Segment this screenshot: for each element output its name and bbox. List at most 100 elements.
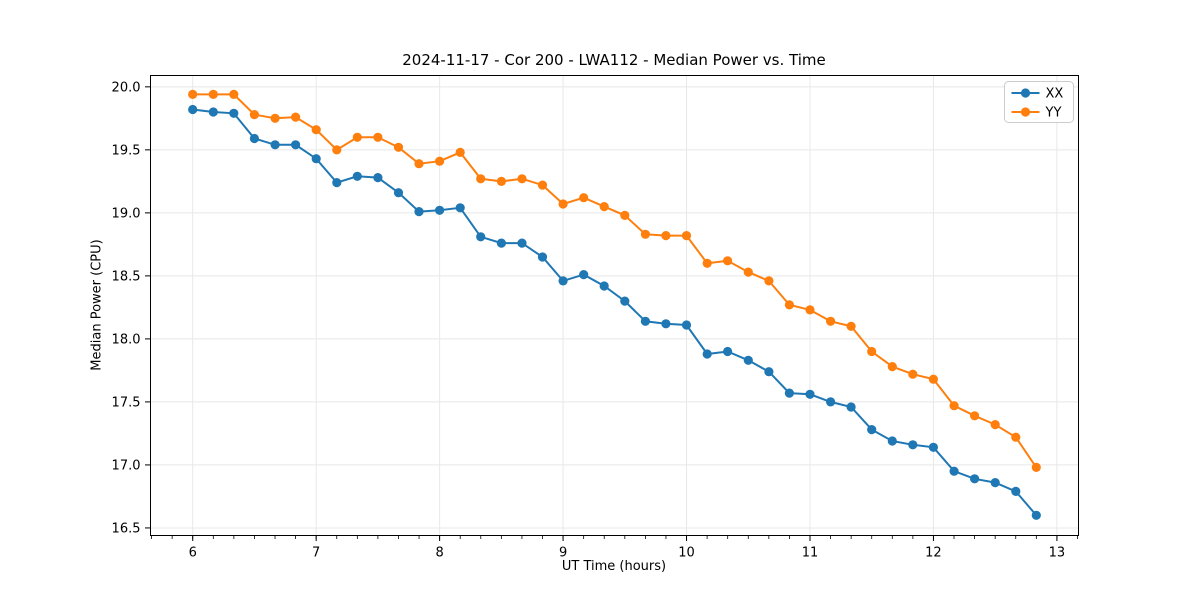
y-tick-label: 19.0 bbox=[112, 206, 141, 221]
x-tick-label: 11 bbox=[802, 546, 819, 561]
legend-label-xx: XX bbox=[1046, 87, 1064, 102]
legend-label-yy: YY bbox=[1045, 106, 1062, 121]
y-tick-label: 17.0 bbox=[112, 458, 141, 473]
data-point-xx bbox=[579, 270, 589, 280]
data-point-yy bbox=[517, 174, 527, 184]
data-point-xx bbox=[661, 319, 671, 329]
x-tick-label: 6 bbox=[189, 546, 197, 561]
data-point-xx bbox=[949, 466, 959, 476]
data-point-yy bbox=[805, 305, 815, 315]
data-point-yy bbox=[867, 346, 877, 357]
data-point-yy bbox=[949, 401, 959, 411]
data-point-yy bbox=[599, 202, 609, 212]
data-point-xx bbox=[188, 104, 198, 115]
data-point-yy bbox=[249, 110, 259, 120]
data-point-xx bbox=[352, 171, 362, 181]
x-tick-label: 8 bbox=[435, 546, 443, 561]
y-tick-label: 16.5 bbox=[112, 521, 141, 536]
data-point-yy bbox=[352, 132, 362, 142]
data-point-yy bbox=[1011, 432, 1021, 442]
y-tick-label: 17.5 bbox=[112, 395, 141, 410]
data-point-xx bbox=[291, 140, 301, 150]
data-point-yy bbox=[455, 147, 465, 157]
series-line-xx bbox=[192, 108, 1038, 516]
data-point-yy bbox=[743, 267, 753, 277]
data-point-xx bbox=[537, 252, 548, 262]
data-point-xx bbox=[1031, 510, 1041, 520]
y-tick-label: 18.5 bbox=[112, 269, 141, 284]
x-tick-label: 10 bbox=[678, 546, 695, 561]
y-tick-label: 19.5 bbox=[112, 143, 141, 158]
legend-marker-xx bbox=[1020, 88, 1031, 98]
data-point-xx bbox=[723, 346, 733, 357]
data-point-yy bbox=[990, 420, 1000, 430]
y-axis-label: Median Power (CPU) bbox=[89, 239, 105, 371]
data-point-xx bbox=[249, 133, 259, 144]
data-point-yy bbox=[1031, 462, 1041, 472]
data-point-xx bbox=[414, 207, 424, 217]
data-point-xx bbox=[558, 276, 568, 286]
data-point-yy bbox=[373, 132, 383, 142]
data-point-yy bbox=[270, 113, 280, 123]
chart-title: 2024-11-17 - Cor 200 - LWA112 - Median P… bbox=[402, 51, 826, 69]
data-point-xx bbox=[826, 397, 836, 407]
data-point-xx bbox=[928, 442, 939, 452]
data-point-xx bbox=[805, 389, 815, 399]
data-point-xx bbox=[393, 188, 404, 198]
data-point-xx bbox=[970, 474, 980, 484]
data-point-xx bbox=[908, 440, 918, 450]
data-point-yy bbox=[908, 369, 918, 379]
data-point-yy bbox=[188, 89, 198, 99]
data-point-yy bbox=[620, 210, 630, 220]
data-point-xx bbox=[332, 178, 342, 188]
data-point-xx bbox=[784, 388, 795, 398]
data-point-xx bbox=[702, 349, 712, 359]
data-point-yy bbox=[846, 321, 856, 331]
data-point-yy bbox=[229, 89, 239, 99]
data-point-xx bbox=[1011, 486, 1021, 496]
data-point-xx bbox=[620, 296, 630, 306]
data-point-xx bbox=[373, 173, 383, 183]
x-tick-label: 13 bbox=[1049, 546, 1066, 561]
data-point-xx bbox=[270, 140, 280, 150]
data-point-yy bbox=[414, 159, 424, 169]
data-point-yy bbox=[496, 176, 506, 186]
data-point-yy bbox=[393, 142, 404, 152]
data-point-yy bbox=[435, 156, 445, 166]
data-point-xx bbox=[517, 238, 527, 248]
x-tick-label: 12 bbox=[925, 546, 942, 561]
x-tick-label: 9 bbox=[559, 546, 567, 561]
data-point-yy bbox=[970, 411, 980, 421]
data-point-yy bbox=[928, 374, 939, 384]
data-point-yy bbox=[784, 300, 795, 310]
data-point-yy bbox=[537, 180, 548, 190]
data-point-xx bbox=[681, 320, 692, 330]
data-point-yy bbox=[558, 199, 568, 209]
data-point-yy bbox=[702, 258, 712, 268]
data-point-xx bbox=[229, 108, 239, 118]
legend-marker-yy bbox=[1020, 107, 1031, 117]
data-point-yy bbox=[887, 362, 897, 372]
data-point-xx bbox=[311, 154, 321, 164]
data-point-yy bbox=[681, 231, 692, 241]
y-tick-label: 18.0 bbox=[112, 332, 141, 347]
data-point-xx bbox=[867, 425, 877, 435]
data-point-xx bbox=[599, 281, 609, 291]
data-point-yy bbox=[661, 231, 671, 241]
data-point-xx bbox=[887, 436, 897, 446]
data-point-yy bbox=[208, 89, 218, 99]
data-point-xx bbox=[455, 203, 465, 213]
data-point-xx bbox=[743, 355, 753, 365]
data-point-yy bbox=[332, 145, 342, 155]
data-point-yy bbox=[476, 174, 486, 184]
data-point-xx bbox=[476, 232, 486, 242]
x-tick-label: 7 bbox=[312, 546, 320, 561]
data-point-xx bbox=[990, 478, 1000, 488]
data-point-yy bbox=[311, 125, 321, 135]
data-point-xx bbox=[640, 316, 651, 326]
data-point-yy bbox=[723, 256, 733, 266]
data-point-yy bbox=[640, 229, 651, 239]
data-point-xx bbox=[496, 238, 506, 248]
